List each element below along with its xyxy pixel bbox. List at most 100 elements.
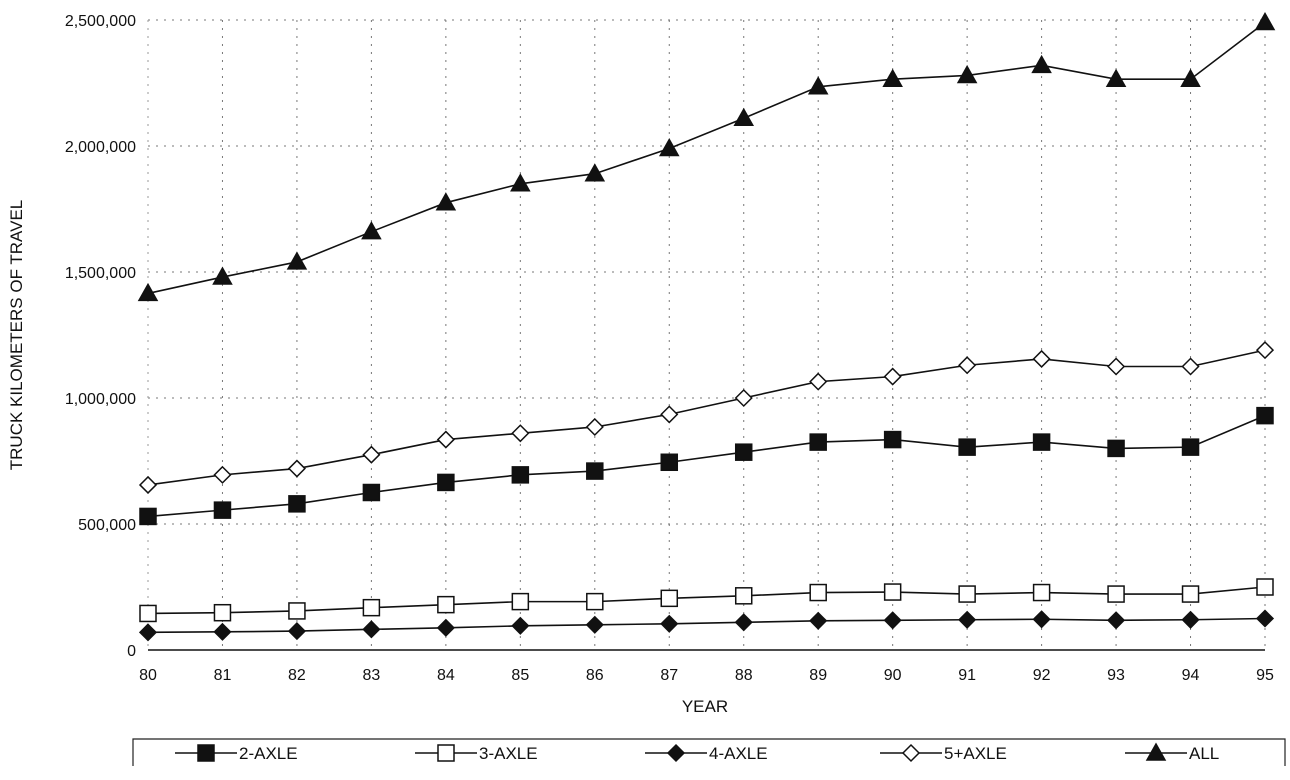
series-line-5-axle (147, 349, 1266, 486)
data-point-4-axle (213, 622, 232, 641)
data-point-2-axle (437, 473, 455, 492)
data-point-5-axle (1255, 341, 1275, 360)
data-point-5-axle (585, 417, 604, 437)
data-point-3-axle (1181, 585, 1200, 603)
data-point-3-axle (586, 592, 604, 611)
legend-marker-3-axle (437, 744, 455, 762)
legend-item-4-axle: 4-AXLE (645, 743, 768, 763)
data-point-4-axle (734, 613, 753, 632)
data-point-3-axle (734, 587, 753, 605)
data-point-5-axle (809, 372, 828, 391)
x-tick-label: 84 (437, 667, 455, 684)
series-line-4-axle (147, 617, 1266, 634)
data-point-2-axle (1181, 438, 1200, 456)
data-point-4-axle (585, 615, 604, 634)
x-tick-label: 85 (511, 667, 529, 684)
data-point-all (286, 251, 308, 270)
legend-label-4-axle: 4-AXLE (709, 744, 768, 763)
data-point-3-axle (213, 603, 232, 622)
data-point-all (882, 68, 903, 87)
y-tick-label: 0 (127, 643, 136, 660)
data-point-3-axle (660, 589, 679, 608)
data-point-2-axle (213, 501, 232, 519)
data-point-2-axle (511, 466, 530, 484)
series-lines (137, 11, 1276, 642)
data-point-5-axle (1032, 349, 1051, 369)
data-point-2-axle (734, 443, 753, 461)
data-point-2-axle (362, 483, 381, 502)
data-point-all (1180, 68, 1201, 87)
data-point-3-axle (958, 585, 976, 603)
legend-label-all: ALL (1189, 744, 1219, 763)
data-point-2-axle (1107, 439, 1125, 458)
data-point-all (137, 282, 159, 302)
data-point-4-axle (883, 611, 902, 630)
x-tick-label: 81 (214, 667, 232, 684)
data-point-3-axle (1256, 578, 1274, 596)
data-point-all (1031, 54, 1052, 74)
legend-marker-4-axle (666, 743, 686, 763)
legend-item-3-axle: 3-AXLE (415, 744, 538, 763)
data-point-4-axle (958, 610, 977, 629)
data-point-3-axle (288, 602, 306, 620)
data-point-2-axle (1256, 406, 1274, 425)
legend-marker-all (1145, 742, 1167, 761)
x-tick-label: 92 (1033, 667, 1051, 684)
x-tick-label: 88 (735, 667, 753, 684)
series-3-axle (139, 578, 1274, 623)
data-point-all (212, 266, 233, 285)
legend-label-5-axle: 5+AXLE (944, 744, 1007, 763)
data-point-all (361, 221, 382, 240)
data-point-all (1105, 68, 1127, 87)
x-tick-label: 80 (139, 667, 157, 684)
data-point-5-axle (213, 465, 232, 484)
data-point-5-axle (138, 475, 158, 495)
y-tick-label: 1,500,000 (65, 265, 136, 282)
x-tick-label: 91 (958, 667, 976, 684)
data-point-2-axle (883, 430, 902, 449)
data-point-3-axle (809, 583, 827, 602)
data-point-3-axle (362, 598, 381, 617)
data-point-5-axle (660, 405, 679, 424)
data-point-3-axle (1107, 585, 1125, 603)
series-line-all (147, 21, 1266, 295)
data-point-all (733, 107, 755, 127)
data-point-all (658, 137, 680, 157)
series-2-axle (139, 406, 1274, 526)
legend-frame (132, 738, 1286, 766)
data-point-4-axle (287, 622, 306, 641)
data-point-2-axle (958, 438, 976, 456)
data-point-4-axle (436, 618, 455, 637)
data-point-5-axle (287, 459, 306, 478)
series-line-3-axle (147, 586, 1266, 615)
legend-item-5-axle: 5+AXLE (880, 743, 1007, 763)
x-tick-label: 87 (660, 667, 678, 684)
x-tick-label: 82 (288, 667, 306, 684)
data-point-2-axle (1032, 433, 1051, 451)
axes (147, 20, 1265, 651)
legend-item-2-axle: 2-AXLE (175, 744, 298, 763)
data-point-4-axle (809, 611, 828, 630)
data-point-3-axle (1032, 583, 1051, 602)
data-point-2-axle (586, 462, 604, 480)
data-point-4-axle (660, 614, 679, 633)
x-tick-label: 83 (363, 667, 381, 684)
data-point-2-axle (660, 453, 679, 472)
x-tick-label: 89 (809, 667, 827, 684)
data-point-3-axle (511, 592, 530, 611)
legend-label-2-axle: 2-AXLE (239, 744, 298, 763)
y-tick-label: 1,000,000 (65, 391, 136, 408)
data-point-all (956, 64, 978, 84)
series-line-2-axle (147, 414, 1266, 518)
data-point-all (584, 163, 606, 182)
data-point-2-axle (809, 433, 827, 451)
data-point-4-axle (1255, 609, 1275, 628)
y-tick-label: 2,000,000 (65, 139, 136, 156)
data-point-4-axle (511, 616, 530, 635)
data-point-4-axle (362, 620, 381, 639)
grid-lines (148, 19, 1266, 650)
data-point-5-axle (362, 445, 381, 464)
data-point-5-axle (883, 367, 902, 386)
data-point-4-axle (1181, 610, 1200, 629)
